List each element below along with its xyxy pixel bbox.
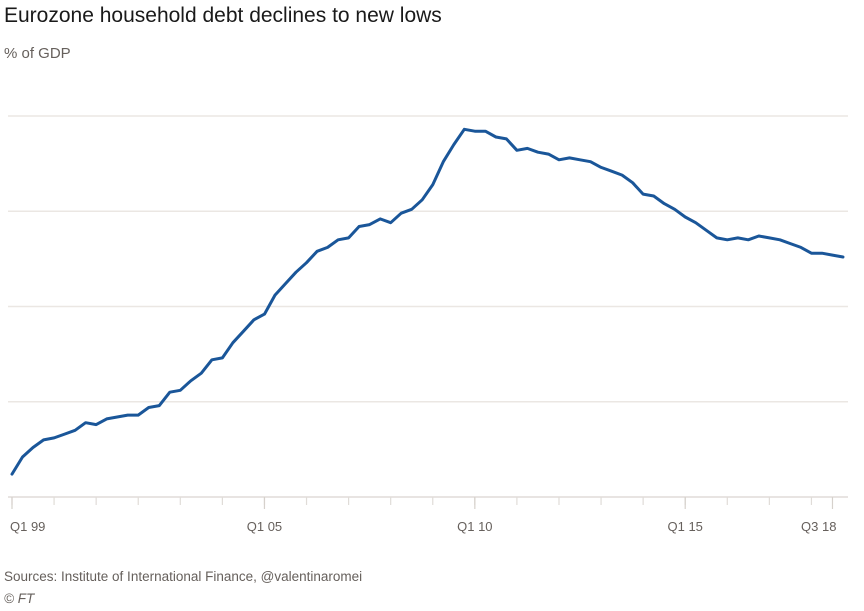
x-tick-label: Q1 99 xyxy=(10,519,45,534)
x-axis: Q1 99 Q1 05 Q1 10 Q1 15 Q3 18 xyxy=(10,497,836,534)
gridlines xyxy=(8,115,848,498)
chart-subtitle: % of GDP xyxy=(4,45,71,62)
copyright: © FT xyxy=(4,591,35,606)
x-tick-label: Q1 05 xyxy=(247,519,282,534)
x-tick-label: Q3 18 xyxy=(801,519,836,534)
source-note: Sources: Institute of International Fina… xyxy=(4,569,363,584)
chart-title: Eurozone household debt declines to new … xyxy=(4,4,442,27)
x-tick-label: Q1 15 xyxy=(668,519,703,534)
series-lines xyxy=(10,127,845,476)
x-tick-label: Q1 10 xyxy=(457,519,492,534)
series-line xyxy=(10,127,845,476)
